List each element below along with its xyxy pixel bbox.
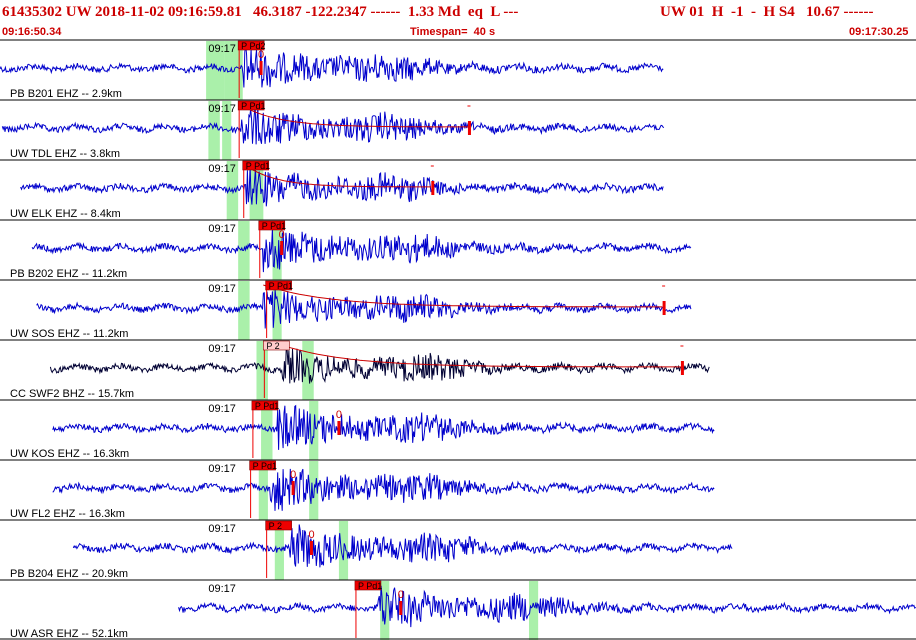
- start-time-text: 09:16:50.34: [2, 26, 62, 38]
- station-label: CC SWF2 BHZ -- 15.7km: [10, 388, 134, 400]
- coda-end-marker: [680, 361, 684, 375]
- phase-pick-box: [249, 460, 276, 471]
- event-header: 61435302 UW 2018-11-02 09:16:59.81 46.31…: [0, 0, 916, 40]
- coda-end-marker: [467, 121, 471, 135]
- phase-pick-box: [265, 280, 292, 291]
- pick-window: [206, 41, 225, 100]
- phase-pick-label: P Pd1: [255, 401, 279, 411]
- coda-decay-curve: [240, 104, 469, 128]
- pick-window: [238, 281, 250, 340]
- station-label: UW KOS EHZ -- 16.3km: [10, 448, 129, 460]
- seismic-trace: [36, 290, 692, 329]
- time-tick-label: 09:17: [208, 583, 236, 595]
- seismic-trace: [49, 348, 710, 384]
- coda-decay-curve: [281, 344, 681, 368]
- phase-pick-label: P 2: [266, 341, 279, 351]
- phase-pick-label: P 2: [269, 521, 282, 531]
- phase-pick-label: P Pd1: [253, 461, 277, 471]
- time-tick-label: 09:17: [208, 403, 236, 415]
- seismic-trace: [0, 44, 664, 88]
- coda-end-marker: [431, 181, 435, 195]
- time-tick-label: 09:17: [208, 463, 236, 475]
- station-label: PB B204 EHZ -- 20.9km: [10, 568, 128, 580]
- pick-window: [258, 461, 268, 520]
- time-tick-label: 09:17: [208, 223, 236, 235]
- amplitude-marker: [399, 601, 403, 615]
- pick-window: [224, 41, 243, 100]
- phase-pick-box: [354, 580, 382, 591]
- phase-pick-label: P Pd1: [246, 161, 270, 171]
- amplitude-zero-mark: 0: [290, 469, 296, 481]
- coda-decay-curve: [263, 284, 663, 308]
- pick-window: [272, 221, 282, 280]
- seismic-trace: [1, 104, 665, 145]
- event-info-text: 61435302 UW 2018-11-02 09:16:59.81 46.31…: [2, 4, 519, 20]
- time-tick-label: 09:17: [208, 163, 236, 175]
- timespan-text: Timespan= 40 s: [410, 26, 496, 38]
- time-tick-label: 09:17: [208, 523, 236, 535]
- phase-pick-box: [242, 160, 270, 171]
- pick-window: [380, 581, 390, 640]
- amplitude-zero-mark: 0: [336, 409, 342, 421]
- phase-pick-label: P Pd1: [269, 281, 293, 291]
- seismic-trace: [52, 468, 715, 511]
- phase-pick-box: [258, 220, 286, 231]
- pick-window: [274, 521, 284, 580]
- station-label: PB B202 EHZ -- 11.2km: [10, 268, 127, 280]
- pick-window: [528, 581, 539, 640]
- station-label: UW FL2 EHZ -- 16.3km: [10, 508, 125, 520]
- amplitude-marker: [280, 241, 284, 255]
- pick-window: [302, 341, 314, 400]
- amplitude-zero-mark: 0: [308, 529, 314, 541]
- amplitude-zero-mark: 0: [258, 49, 264, 61]
- time-tick-label: 09:17: [208, 283, 236, 295]
- station-label: UW ASR EHZ -- 52.1km: [10, 628, 128, 640]
- station-label: PB B201 EHZ -- 2.9km: [10, 88, 122, 100]
- amplitude-marker: [291, 481, 295, 495]
- seismic-trace: [20, 165, 664, 207]
- time-tick-label: 09:17: [208, 43, 236, 55]
- phase-pick-box: [263, 340, 290, 351]
- station-label: UW TDL EHZ -- 3.8km: [10, 148, 120, 160]
- coda-decay-curve: [244, 164, 431, 188]
- amplitude-zero-mark: 0: [398, 589, 404, 601]
- pick-window: [272, 281, 282, 340]
- phase-pick-label: P Pd1: [262, 221, 286, 231]
- amplitude-marker: [337, 421, 341, 435]
- seismic-trace: [31, 228, 692, 273]
- seismic-trace: [72, 524, 733, 568]
- end-time-text: 09:17:30.25: [849, 26, 909, 38]
- amplitude-marker: [259, 61, 263, 75]
- pick-window: [256, 341, 268, 400]
- amplitude-zero-mark: 0: [279, 229, 285, 241]
- amplitude-marker: [309, 541, 313, 555]
- time-tick-label: 09:17: [208, 343, 236, 355]
- phase-pick-label: P Pd2: [241, 41, 265, 51]
- phase-pick-box: [237, 40, 265, 51]
- seismic-trace: [52, 404, 715, 450]
- station-label: UW SOS EHZ -- 11.2km: [10, 328, 128, 340]
- phase-pick-box: [237, 100, 265, 111]
- station-label: UW ELK EHZ -- 8.4km: [10, 208, 121, 220]
- phase-pick-box: [265, 520, 292, 531]
- time-tick-label: 09:17: [208, 103, 236, 115]
- phase-pick-box: [251, 400, 279, 411]
- phase-pick-label: P Pd1: [241, 101, 265, 111]
- phase-pick-label: P Pd1: [358, 581, 382, 591]
- station-info-text: UW 01 H -1 - H S4 10.67 ------: [660, 4, 874, 20]
- pick-window: [208, 101, 220, 160]
- coda-end-marker: [662, 301, 666, 315]
- seismic-trace: [178, 585, 916, 628]
